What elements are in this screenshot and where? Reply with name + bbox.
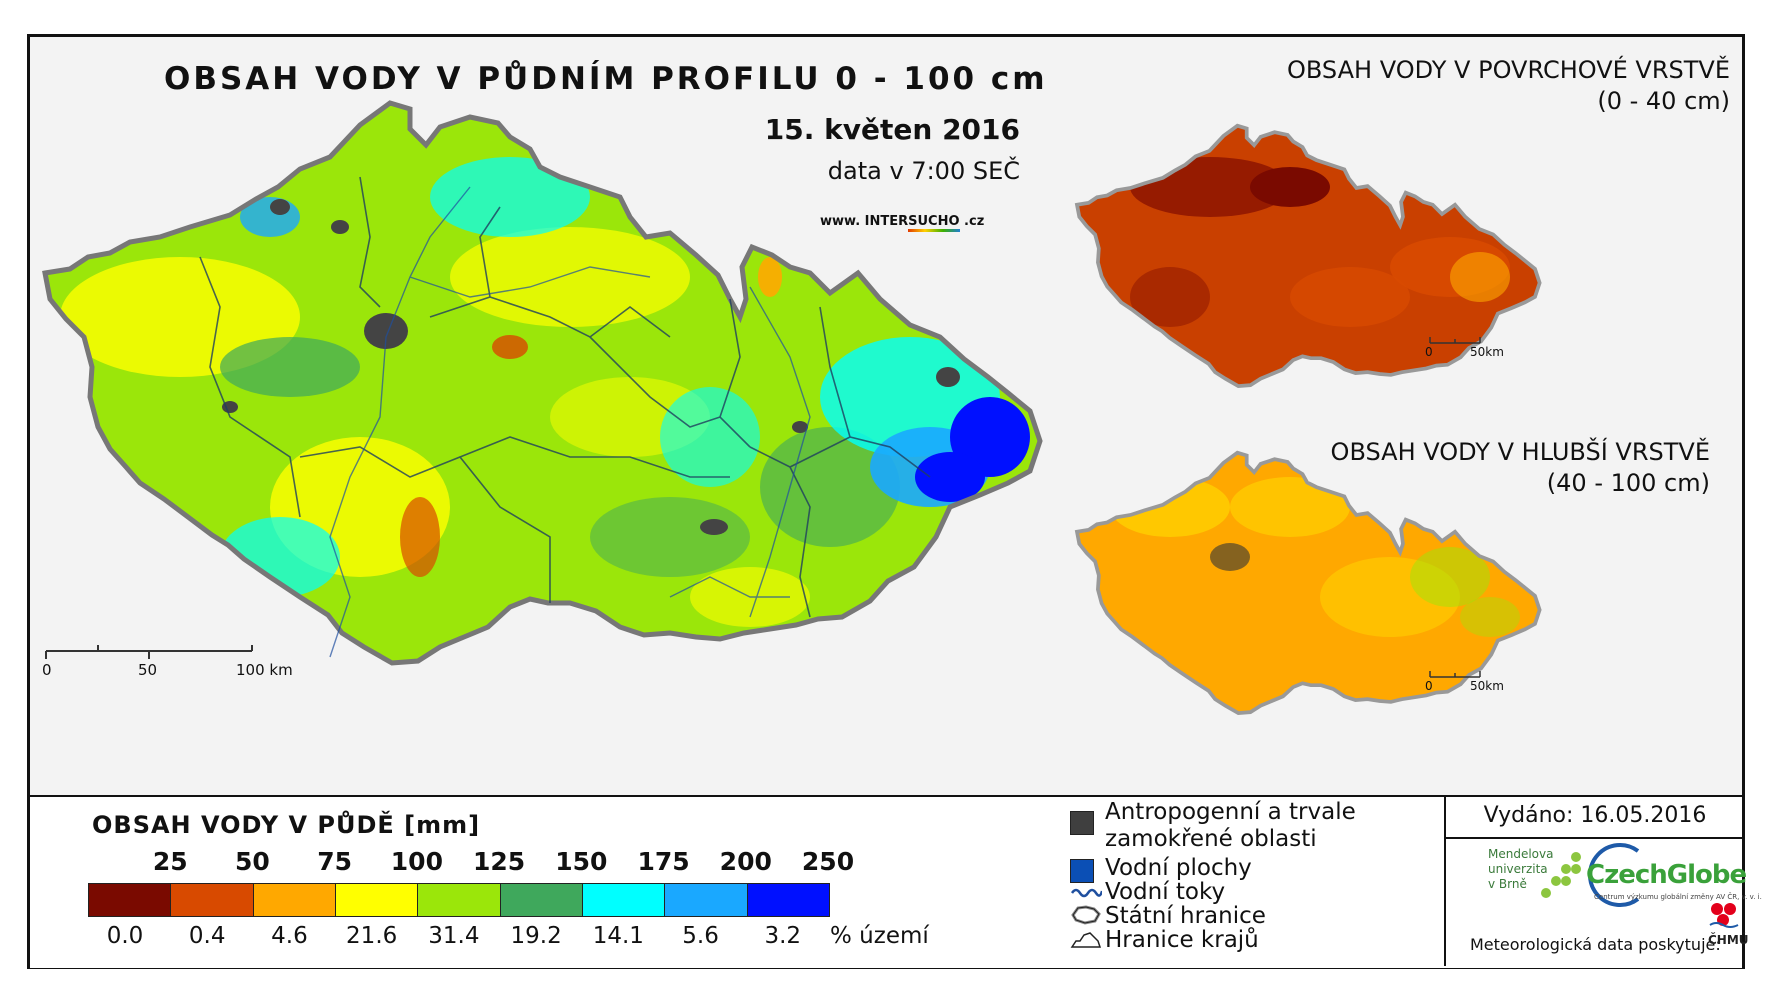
legend-swatch bbox=[500, 884, 583, 916]
percent-unit-label: % území bbox=[830, 923, 929, 949]
chmu-label: ČHMÚ bbox=[1708, 933, 1749, 947]
legend-percent: 3.2 bbox=[764, 923, 802, 949]
surface-title-line1: OBSAH VODY V POVRCHOVÉ VRSTVĚ bbox=[1287, 56, 1730, 84]
legend-swatch bbox=[418, 884, 501, 916]
legend-percent: 31.4 bbox=[428, 923, 480, 949]
czechglobe-subtitle: Centrum výzkumu globální změny AV ČR, v.… bbox=[1594, 893, 1762, 901]
legend-percent: 0.4 bbox=[188, 923, 226, 949]
issued-panel: Vydáno: 16.05.2016 Mendelova univerzita … bbox=[1444, 797, 1762, 966]
legend-threshold: 175 bbox=[637, 847, 690, 876]
deep-scale-bar bbox=[1429, 671, 1481, 678]
anthropogenic-label: Antropogenní a trvale zamokřené oblasti bbox=[1105, 799, 1356, 853]
main-rivers bbox=[329, 186, 811, 658]
map-frame: OBSAH VODY V PŮDNÍM PROFILU 0 - 100 cm 1… bbox=[27, 34, 1762, 969]
legend-percentages: % území 0.0 0.4 4.6 21.6 31.4 19.2 14.1 5.6 3.2 bbox=[88, 923, 988, 953]
legend-percent: 4.6 bbox=[271, 923, 308, 949]
surface-scale-bar bbox=[1429, 337, 1481, 344]
mendel-university-logo: Mendelova univerzita v Brně bbox=[1488, 847, 1553, 892]
legend-swatch bbox=[665, 884, 748, 916]
main-map-time: data v 7:00 SEČ bbox=[827, 157, 1020, 185]
mendel-line1: Mendelova bbox=[1488, 847, 1554, 861]
legend-threshold: 200 bbox=[719, 847, 772, 876]
legend-percent: 21.6 bbox=[346, 923, 398, 949]
anthropogenic-line2: zamokřené oblasti bbox=[1105, 826, 1317, 852]
legend-threshold: 125 bbox=[473, 847, 526, 876]
surface-scale-label-0: 0 bbox=[1425, 345, 1433, 359]
legend-color-bar bbox=[88, 883, 830, 917]
legend-percent: 5.6 bbox=[682, 923, 719, 949]
legend-swatch bbox=[89, 884, 172, 916]
website-highlight: SUCHO bbox=[908, 214, 960, 232]
main-state-border bbox=[42, 100, 1043, 666]
map-area: OBSAH VODY V PŮDNÍM PROFILU 0 - 100 cm 1… bbox=[30, 37, 1742, 795]
rivers-label: Vodní toky bbox=[1105, 879, 1226, 905]
chmu-logo-icon bbox=[1709, 903, 1739, 928]
main-map-date: 15. květen 2016 bbox=[764, 113, 1020, 146]
water-bodies-label: Vodní plochy bbox=[1105, 855, 1252, 881]
region-border-icon bbox=[1070, 932, 1102, 948]
legend-swatch bbox=[582, 884, 666, 916]
meteo-credit: Meteorologická data poskytuje: bbox=[1470, 935, 1721, 954]
website-prefix: www. INTER bbox=[820, 214, 909, 229]
mendel-dots-icon bbox=[1541, 852, 1581, 898]
main-scale-label-0: 0 bbox=[42, 661, 52, 679]
main-region-borders bbox=[199, 176, 931, 618]
issued-divider bbox=[1446, 837, 1744, 839]
legend-threshold: 75 bbox=[317, 847, 353, 876]
main-map-svg bbox=[42, 100, 1542, 715]
surface-map-title: OBSAH VODY V POVRCHOVÉ VRSTVĚ (0 - 40 cm… bbox=[1220, 55, 1730, 117]
legend-percent: 14.1 bbox=[592, 923, 644, 949]
legend-threshold: 50 bbox=[235, 847, 270, 876]
surface-title-line2: (0 - 40 cm) bbox=[1597, 87, 1730, 115]
mendel-line3: v Brně bbox=[1488, 877, 1527, 891]
legend-title: OBSAH VODY V PŮDĚ [mm] bbox=[92, 811, 481, 839]
legend-threshold: 100 bbox=[390, 847, 443, 876]
deep-map-title: OBSAH VODY V HLUBŠÍ VRSTVĚ (40 - 100 cm) bbox=[1220, 437, 1710, 499]
state-border-icon bbox=[1071, 905, 1101, 925]
main-scale-label-100: 100 km bbox=[236, 661, 293, 679]
legend-threshold: 150 bbox=[555, 847, 608, 876]
legend-thresholds: 25 50 75 100 125 150 175 200 250 bbox=[92, 847, 872, 876]
deep-title-line2: (40 - 100 cm) bbox=[1546, 469, 1710, 497]
main-scale-label-50: 50 bbox=[138, 661, 158, 679]
mendel-line2: univerzita bbox=[1488, 862, 1548, 876]
legend-swatch bbox=[171, 884, 254, 916]
surface-layer-map bbox=[1076, 125, 1540, 387]
legend-swatch bbox=[335, 884, 419, 916]
legend-percent: 0.0 bbox=[106, 923, 144, 949]
legend-swatch bbox=[253, 884, 336, 916]
state-border-label: Státní hranice bbox=[1105, 903, 1266, 929]
issued-date: Vydáno: 16.05.2016 bbox=[1483, 803, 1707, 828]
website-suffix: .cz bbox=[959, 214, 985, 229]
legend-swatch bbox=[747, 884, 829, 916]
czechglobe-arc-icon bbox=[1588, 843, 1640, 907]
deep-title-line1: OBSAH VODY V HLUBŠÍ VRSTVĚ bbox=[1330, 438, 1710, 466]
anthropogenic-swatch bbox=[1070, 811, 1094, 835]
legend-threshold: 25 bbox=[152, 847, 188, 876]
main-scale-bar bbox=[45, 645, 253, 659]
main-map-title: OBSAH VODY V PŮDNÍM PROFILU 0 - 100 cm bbox=[164, 61, 1048, 97]
deep-scale-label-50: 50km bbox=[1470, 679, 1504, 693]
river-symbol-icon bbox=[1070, 888, 1102, 898]
deep-scale-label-0: 0 bbox=[1425, 679, 1433, 693]
region-border-label: Hranice krajů bbox=[1105, 927, 1259, 953]
czechglobe-logo: CzechGlobe bbox=[1586, 860, 1747, 890]
surface-scale-label-50: 50km bbox=[1470, 345, 1504, 359]
website-link: www. INTERSUCHO .cz bbox=[820, 214, 985, 232]
anthropogenic-line1: Antropogenní a trvale bbox=[1105, 799, 1356, 825]
water-body-swatch bbox=[1070, 859, 1094, 883]
legend-threshold: 250 bbox=[801, 847, 855, 876]
legend-percent: 19.2 bbox=[510, 923, 562, 949]
legend-panel: OBSAH VODY V PŮDĚ [mm] 25 50 75 100 125 150 17… bbox=[30, 795, 1762, 968]
